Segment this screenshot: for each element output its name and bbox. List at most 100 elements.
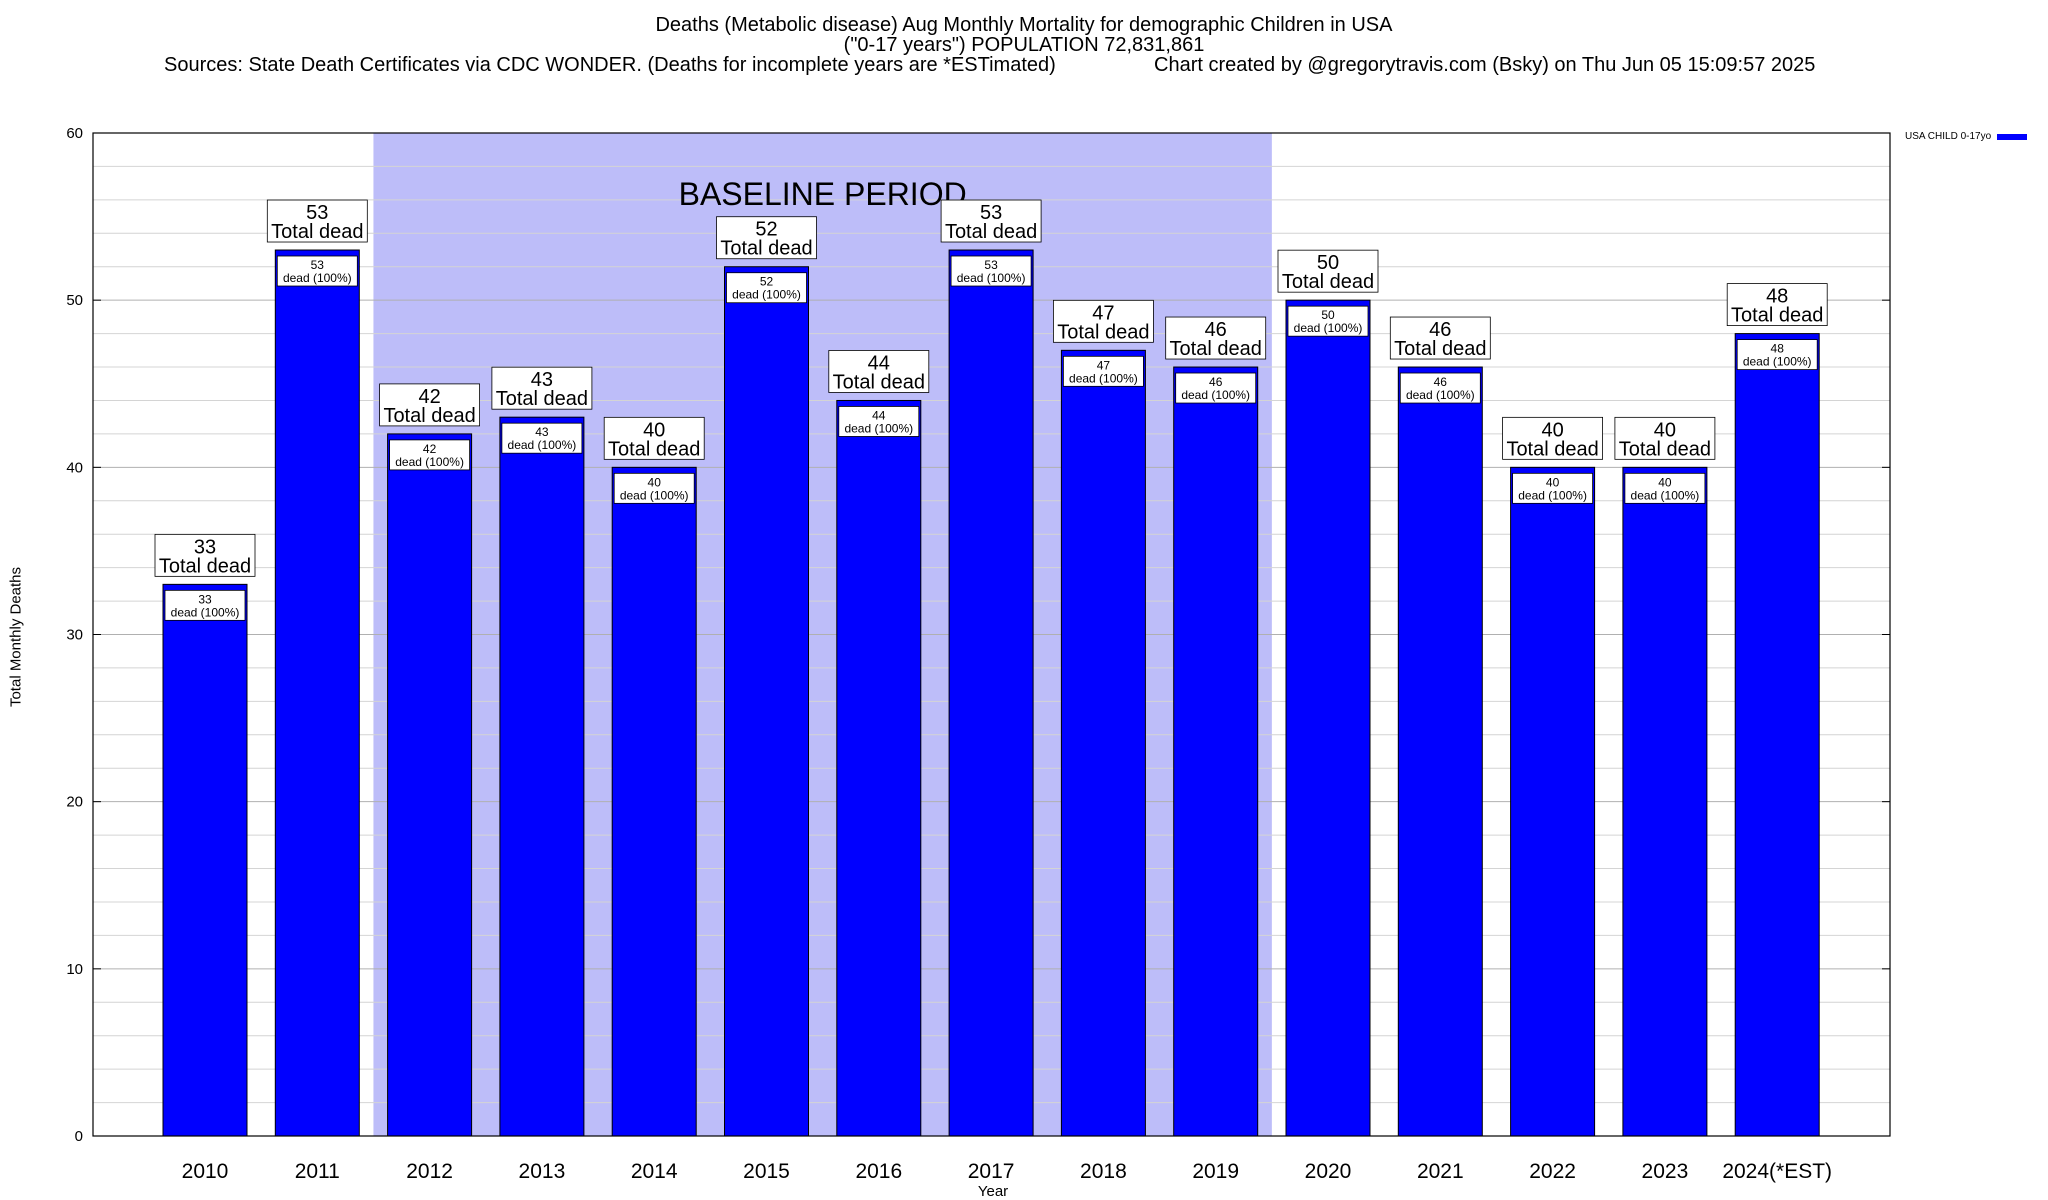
total-label-value: 50 [1317,252,1339,274]
inner-label-text: dead (100%) [957,271,1026,285]
total-label-value: 53 [306,202,328,224]
bar-2022 [1510,466,1596,1137]
bar-2017 [948,249,1034,1137]
bar-2013 [499,416,585,1137]
total-label-value: 46 [1205,319,1227,341]
inner-label-box [1175,372,1257,404]
total-label-text: Total dead [1170,338,1262,360]
inner-label-value: 40 [648,475,662,489]
y-tick-label: 30 [66,627,83,644]
inner-label-box [1512,472,1593,504]
total-label-box [266,199,368,243]
bar-2016 [836,399,922,1137]
legend-swatch [1997,133,2028,140]
inner-label-box [389,439,471,471]
x-tick-label-2019: 2019 [1192,1160,1239,1183]
total-label-box [1277,249,1379,293]
total-label-box [154,533,256,577]
total-label-text: Total dead [608,438,700,460]
inner-label-box [613,472,695,504]
x-tick-label-2015: 2015 [743,1160,790,1183]
inner-label-box [276,255,358,287]
total-label-value: 47 [1092,302,1114,324]
total-label-box [940,199,1042,243]
total-label-box [1502,416,1603,460]
inner-label-box [950,255,1032,287]
y-tick-label: 40 [66,459,83,476]
total-label-box [379,383,481,427]
total-label-box [828,350,930,393]
total-label-box [1614,416,1716,460]
inner-label-value: 43 [535,425,549,439]
inner-label-text: dead (100%) [732,288,801,302]
x-tick-label-2010: 2010 [182,1160,229,1183]
total-label-value: 48 [1766,286,1788,308]
total-label-value: 42 [418,386,440,408]
total-label-value: 44 [868,352,890,374]
x-tick-label-2016: 2016 [855,1160,902,1183]
inner-label-box [1063,355,1144,387]
total-label-text: Total dead [496,388,588,410]
x-tick-label-2013: 2013 [519,1160,566,1183]
inner-label-text: dead (100%) [620,488,689,502]
x-tick-label-2018: 2018 [1080,1160,1127,1183]
total-label-text: Total dead [1057,321,1149,343]
baseline-period-label: BASELINE PERIOD [679,176,967,212]
total-label-box [716,216,817,260]
inner-label-text: dead (100%) [171,605,240,619]
bar-2011 [274,249,360,1137]
x-tick-label-2021: 2021 [1417,1160,1464,1183]
x-tick-label-2020: 2020 [1305,1160,1352,1183]
inner-label-value: 50 [1321,308,1335,322]
total-label-value: 43 [531,369,553,391]
bar-2019 [1173,366,1259,1137]
chart-legend: USA CHILD 0-17yo [1905,131,2028,142]
total-label-text: Total dead [1506,438,1598,460]
total-label-text: Total dead [1619,438,1711,460]
total-label-box [1726,283,1828,327]
chart-credit: Chart created by @gregorytravis.com (Bsk… [1154,54,1816,76]
inner-label-box [1736,339,1818,371]
chart-title: Deaths (Metabolic disease) Aug Monthly M… [655,14,1393,36]
inner-label-box [1287,305,1369,337]
x-tick-label-2023: 2023 [1642,1160,1689,1183]
inner-label-text: dead (100%) [1631,488,1700,502]
total-label-text: Total dead [383,405,475,427]
chart-subtitle: ("0-17 years") POPULATION 72,831,861 [843,34,1205,56]
x-tick-label-2011: 2011 [295,1160,340,1183]
inner-label-value: 42 [423,442,437,456]
total-label-box [1389,316,1491,360]
total-label-box [1053,299,1154,343]
inner-label-value: 52 [760,275,774,289]
total-label-text: Total dead [159,555,251,577]
inner-label-value: 40 [1546,475,1560,489]
total-label-value: 53 [980,202,1002,224]
inner-label-box [164,589,246,621]
inner-label-text: dead (100%) [1294,321,1363,335]
y-tick-label: 60 [66,125,83,142]
bar-2018 [1060,349,1146,1137]
inner-label-value: 40 [1658,475,1672,489]
inner-label-text: dead (100%) [1406,388,1475,402]
bar-2014 [611,466,697,1137]
inner-label-value: 33 [198,592,212,606]
inner-label-text: dead (100%) [1069,371,1138,385]
inner-label-box [1624,472,1706,504]
inner-label-text: dead (100%) [1518,488,1587,502]
y-tick-label: 50 [66,292,83,309]
total-label-text: Total dead [271,221,363,243]
bar-2015 [724,266,809,1137]
total-label-value: 40 [643,419,665,441]
inner-label-value: 53 [311,258,325,272]
inner-label-value: 46 [1434,375,1448,389]
legend-label: USA CHILD 0-17yo [1905,131,1992,142]
total-label-value: 40 [1541,419,1563,441]
x-tick-label-2024(*EST): 2024(*EST) [1722,1160,1832,1183]
x-tick-label-2017: 2017 [968,1160,1015,1183]
inner-label-box [501,422,583,454]
total-label-box [603,416,705,460]
total-label-value: 52 [755,219,777,241]
bar-2020 [1285,299,1371,1137]
total-label-box [1165,316,1267,360]
